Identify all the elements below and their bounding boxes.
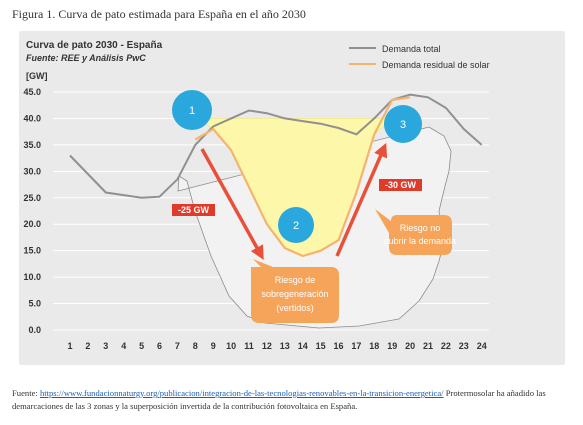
x-tick-label: 17 — [351, 341, 361, 351]
demand-total-line — [69, 93, 483, 199]
x-tick-label: 21 — [423, 341, 433, 351]
x-tick-label: 6 — [157, 341, 162, 351]
footer-suffix: Protermosolar ha añadido las demarcacion… — [12, 388, 546, 411]
gw-label-right: -30 GW — [379, 179, 422, 191]
badge-3: 3 — [384, 105, 422, 143]
y-tick-label: 25.0 — [23, 193, 41, 203]
x-tick-label: 5 — [139, 341, 144, 351]
badge-1: 1 — [172, 90, 212, 130]
figure-caption: Figura 1. Curva de pato estimada para Es… — [12, 7, 306, 21]
x-tick-label: 12 — [262, 341, 272, 351]
svg-text:sobregeneración: sobregeneración — [261, 289, 328, 299]
x-tick-label: 13 — [280, 341, 290, 351]
arrow-up — [335, 142, 388, 257]
badge-2: 2 — [278, 207, 314, 243]
svg-text:Riesgo de: Riesgo de — [275, 275, 316, 285]
callout-overgeneration: Riesgo de sobregeneración (vertidos) — [251, 259, 339, 323]
x-tick-label: 20 — [405, 341, 415, 351]
x-tick-label: 19 — [387, 341, 397, 351]
x-tick-label: 18 — [369, 341, 379, 351]
y-tick-label: 0.0 — [28, 325, 41, 335]
y-tick-label: 15.0 — [23, 246, 41, 256]
legend: Demanda total Demanda residual de solar — [349, 44, 490, 70]
x-tick-label: 15 — [316, 341, 326, 351]
x-tick-label: 10 — [226, 341, 236, 351]
svg-text:-30 GW: -30 GW — [385, 180, 417, 190]
svg-text:3: 3 — [400, 119, 406, 131]
x-tick-label: 1 — [67, 341, 72, 351]
x-tick-label: 3 — [103, 341, 108, 351]
x-tick-label: 2 — [85, 341, 90, 351]
chart-subtitle: Fuente: REE y Análisis PwC — [26, 53, 146, 63]
y-tick-label: 10.0 — [23, 272, 41, 282]
y-tick-label: 40.0 — [23, 113, 41, 123]
gw-label-left: -25 GW — [172, 204, 215, 216]
y-tick-label: 30.0 — [23, 166, 41, 176]
duck-curve-chart: 0.0 5.0 10.0 15.0 20.0 25.0 30.0 35.0 40.0 45.0 1… — [23, 40, 490, 351]
callout-demand-risk: Riesgo no cubrir la demanda — [375, 209, 456, 255]
x-axis-ticks: 1 2 3 4 5 6 7 8 9 10 11 12 13 14 15 16 17 18 19 20 21 22 23 24 — [67, 341, 486, 351]
y-tick-label: 35.0 — [23, 140, 41, 150]
x-tick-label: 14 — [298, 341, 308, 351]
svg-text:2: 2 — [293, 220, 299, 232]
legend-label-total: Demanda total — [382, 44, 441, 54]
svg-text:1: 1 — [189, 105, 195, 117]
x-tick-label: 16 — [333, 341, 343, 351]
svg-text:Riesgo no: Riesgo no — [400, 223, 441, 233]
x-tick-label: 24 — [477, 341, 487, 351]
footer-note: Fuente: https://www.fundacionnaturgy.org… — [12, 387, 572, 413]
chart-title: Curva de pato 2030 - España — [26, 40, 163, 51]
y-axis-unit: [GW] — [26, 71, 48, 81]
y-axis-ticks: 0.0 5.0 10.0 15.0 20.0 25.0 30.0 35.0 40.0 45.0 — [23, 87, 41, 335]
x-tick-label: 4 — [121, 341, 126, 351]
x-tick-label: 22 — [441, 341, 451, 351]
y-tick-label: 20.0 — [23, 219, 41, 229]
legend-label-residual: Demanda residual de solar — [382, 60, 490, 70]
y-tick-label: 45.0 — [23, 87, 41, 97]
x-tick-label: 23 — [459, 341, 469, 351]
x-tick-label: 8 — [193, 341, 198, 351]
x-tick-label: 9 — [211, 341, 216, 351]
source-link[interactable]: https://www.fundacionnaturgy.org/publica… — [39, 388, 444, 398]
svg-text:(vertidos): (vertidos) — [276, 303, 314, 313]
demand-residual-line — [194, 96, 411, 258]
footer-prefix: Fuente: — [12, 388, 40, 398]
arrow-down — [200, 148, 264, 260]
x-tick-label: 7 — [175, 341, 180, 351]
y-tick-label: 5.0 — [28, 299, 41, 309]
svg-text:cubrir la demanda: cubrir la demanda — [384, 236, 456, 246]
x-tick-label: 11 — [244, 341, 254, 351]
svg-text:-25 GW: -25 GW — [178, 205, 210, 215]
